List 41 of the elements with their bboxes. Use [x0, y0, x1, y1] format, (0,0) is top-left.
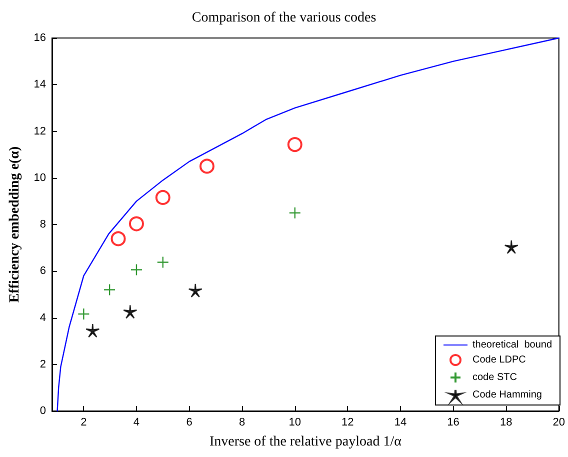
line-series	[56, 37, 560, 412]
x-tick-label: 18	[500, 416, 512, 428]
legend-label: Code Hamming	[472, 390, 542, 400]
point	[199, 158, 214, 174]
x-tick-label: 6	[186, 416, 192, 428]
x-tick-label: 14	[394, 416, 407, 428]
point	[78, 308, 90, 320]
point	[155, 190, 170, 205]
y-tick-label: 14	[34, 78, 46, 91]
legend-label: Code LDPC	[472, 354, 526, 366]
legend-label: code STC	[472, 372, 517, 383]
y-tick-label: 6	[40, 265, 46, 278]
point	[110, 231, 126, 246]
point	[128, 216, 144, 232]
y-tick-label: 16	[34, 32, 46, 44]
point	[123, 304, 138, 319]
x-axis-title: Inverse of the relative payload 1/α	[209, 434, 402, 450]
x-tick-label: 16	[447, 416, 460, 428]
legend-label: theoretical bound	[472, 340, 552, 350]
y-tick-label: 8	[40, 218, 46, 230]
y-tick-label: 2	[40, 358, 46, 370]
x-tick-label: 12	[342, 416, 354, 428]
point	[288, 206, 301, 219]
x-tick-label: 2	[80, 416, 87, 428]
y-tick-label: 12	[34, 125, 46, 138]
point	[156, 256, 169, 268]
y-tick-label: 10	[34, 172, 46, 184]
point	[504, 240, 518, 254]
x-tick-label: 10	[288, 416, 302, 428]
point	[188, 283, 202, 298]
y-axis-title: Efficiency embedding e(α)	[8, 146, 22, 303]
x-tick-label: 20	[552, 416, 566, 428]
y-tick-label: 4	[40, 312, 46, 324]
point	[86, 323, 100, 338]
x-tick-label: 4	[133, 416, 140, 428]
chart-title: Comparison of the various codes	[192, 10, 376, 26]
point	[287, 137, 302, 152]
x-tick-label: 8	[239, 416, 246, 428]
point	[130, 264, 143, 276]
point	[103, 284, 116, 296]
y-tick-label: 0	[40, 405, 46, 417]
